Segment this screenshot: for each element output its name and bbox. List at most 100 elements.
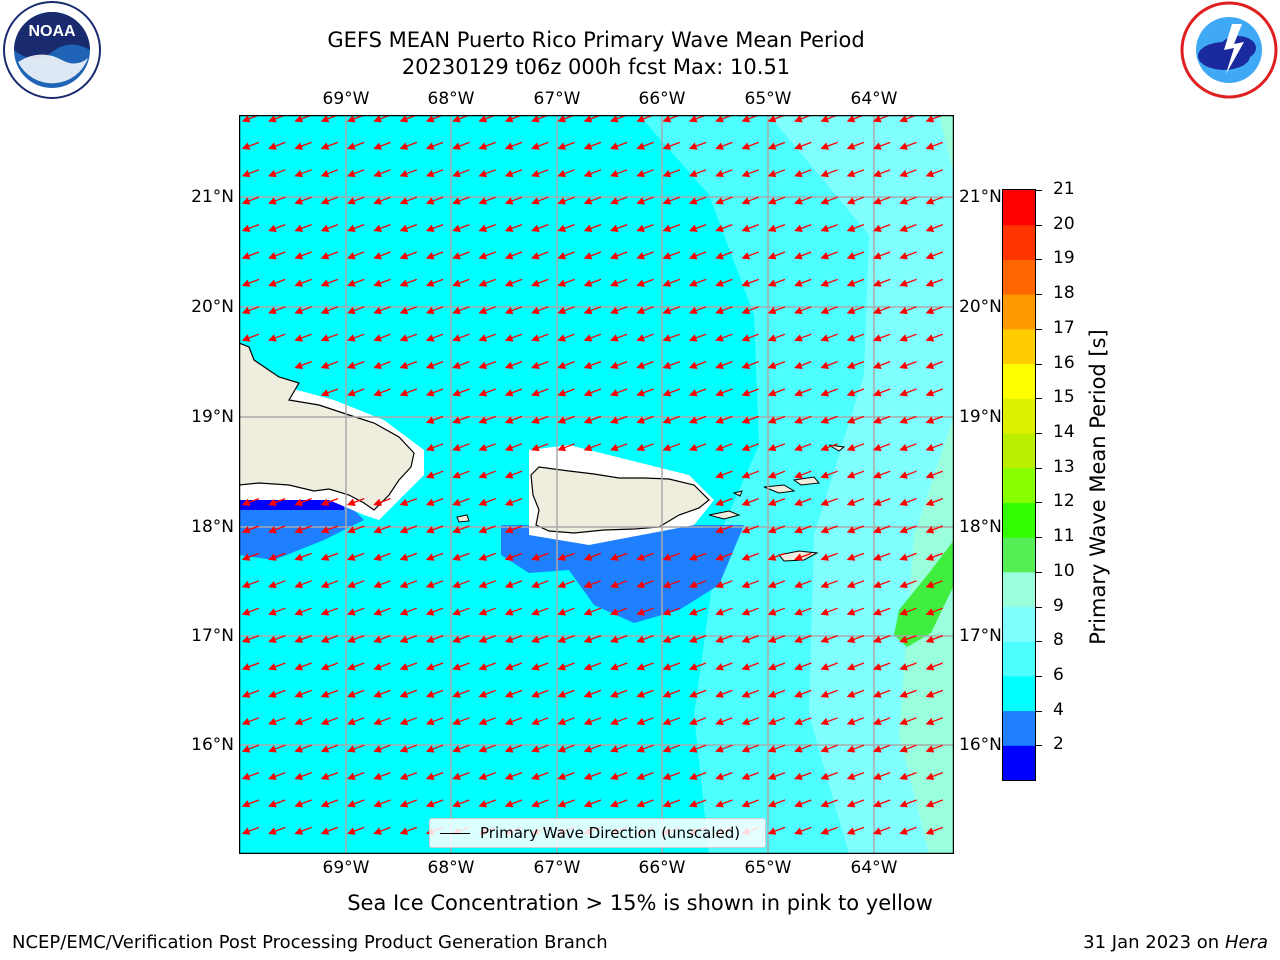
wave-arrow xyxy=(872,388,891,397)
wave-arrow xyxy=(636,278,654,287)
wave-arrow xyxy=(715,196,733,205)
wave-arrow xyxy=(609,689,628,698)
wave-arrow xyxy=(320,333,339,342)
wave-arrow xyxy=(741,251,759,260)
wave-arrow xyxy=(504,306,523,315)
wave-arrow xyxy=(373,771,391,780)
wave-arrow xyxy=(346,717,365,726)
wave-arrow xyxy=(346,580,365,589)
wave-arrow xyxy=(767,717,786,726)
wave-arrow xyxy=(294,306,312,315)
wave-arrow xyxy=(504,196,523,205)
colorbar-segment xyxy=(1003,675,1035,712)
wave-arrow xyxy=(715,388,733,397)
legend-line-swatch xyxy=(440,833,470,834)
wave-arrow xyxy=(241,525,260,534)
wave-arrow xyxy=(872,223,891,232)
wave-arrow xyxy=(925,306,944,315)
colorbar-segment xyxy=(1003,710,1035,746)
wave-arrow xyxy=(478,251,496,260)
wave-arrow xyxy=(452,388,470,397)
wave-arrow xyxy=(478,223,496,232)
lat-tick-left: 19°N xyxy=(191,407,234,427)
wave-arrow xyxy=(715,470,733,479)
wave-arrow xyxy=(504,607,523,616)
wave-arrow xyxy=(241,744,260,753)
colorbar-tick-mark xyxy=(1036,398,1042,400)
wave-arrow xyxy=(373,169,391,178)
wave-arrow xyxy=(425,306,444,315)
colorbar-tick-label: 13 xyxy=(1053,456,1075,477)
wave-arrow xyxy=(373,552,391,561)
wave-arrow xyxy=(425,443,444,452)
wave-arrow xyxy=(557,799,575,808)
wave-arrow xyxy=(662,223,681,232)
wave-arrow xyxy=(241,223,260,232)
wave-arrow xyxy=(688,662,707,671)
wave-arrow xyxy=(531,771,549,780)
wave-arrow xyxy=(425,771,444,780)
wave-arrow xyxy=(925,717,944,726)
wave-arrow xyxy=(662,552,681,561)
lon-tick-top: 64°W xyxy=(850,89,898,109)
wave-arrow xyxy=(925,470,944,479)
wave-arrow xyxy=(925,169,944,178)
wave-arrow xyxy=(767,333,786,342)
wave-arrow xyxy=(688,552,707,561)
wave-arrow xyxy=(294,771,312,780)
wave-arrow xyxy=(373,634,391,643)
wave-arrow xyxy=(925,634,944,643)
wave-arrow xyxy=(662,799,681,808)
wave-arrow xyxy=(715,360,733,369)
wave-arrow xyxy=(583,443,602,452)
wave-arrow xyxy=(294,251,312,260)
wave-arrow xyxy=(872,196,891,205)
wave-arrow xyxy=(478,169,496,178)
colorbar-tick-mark xyxy=(1036,259,1042,261)
wave-arrow xyxy=(820,580,838,589)
wave-arrow xyxy=(609,360,628,369)
wave-arrow xyxy=(688,415,707,424)
wave-arrow xyxy=(925,607,944,616)
wave-arrow xyxy=(452,443,470,452)
wave-arrow xyxy=(872,744,891,753)
wave-arrow xyxy=(925,744,944,753)
wave-arrow xyxy=(268,717,286,726)
wave-arrow xyxy=(820,415,838,424)
lat-tick-left: 20°N xyxy=(191,297,234,317)
lon-tick-bottom: 66°W xyxy=(638,858,686,878)
wave-arrow xyxy=(925,360,944,369)
vieques-land xyxy=(708,510,741,520)
wave-arrow xyxy=(872,306,891,315)
wave-arrow xyxy=(767,306,786,315)
wave-arrow xyxy=(820,388,838,397)
wave-arrow xyxy=(767,360,786,369)
wave-arrow xyxy=(636,333,654,342)
wave-arrow xyxy=(662,141,681,150)
wave-arrow xyxy=(320,141,339,150)
wave-arrow xyxy=(767,388,786,397)
wave-arrow xyxy=(241,278,260,287)
wave-arrow xyxy=(715,580,733,589)
wave-arrow xyxy=(715,634,733,643)
wave-arrow xyxy=(294,744,312,753)
wave-arrow xyxy=(241,689,260,698)
wave-arrow xyxy=(478,744,496,753)
wave-arrow xyxy=(662,634,681,643)
wave-arrow xyxy=(767,744,786,753)
wave-arrow xyxy=(794,360,812,369)
wave-arrow xyxy=(294,141,312,150)
wave-arrow xyxy=(688,717,707,726)
wave-arrow xyxy=(662,662,681,671)
wave-arrow xyxy=(688,223,707,232)
wave-arrow xyxy=(609,771,628,780)
wave-arrow xyxy=(820,333,838,342)
wave-arrow xyxy=(794,525,812,534)
lon-tick-bottom: 69°W xyxy=(322,858,370,878)
wave-arrow xyxy=(504,771,523,780)
wave-arrow xyxy=(346,799,365,808)
wave-arrow xyxy=(872,634,891,643)
wave-arrow xyxy=(452,525,470,534)
wave-arrow xyxy=(294,223,312,232)
wave-arrow xyxy=(925,278,944,287)
